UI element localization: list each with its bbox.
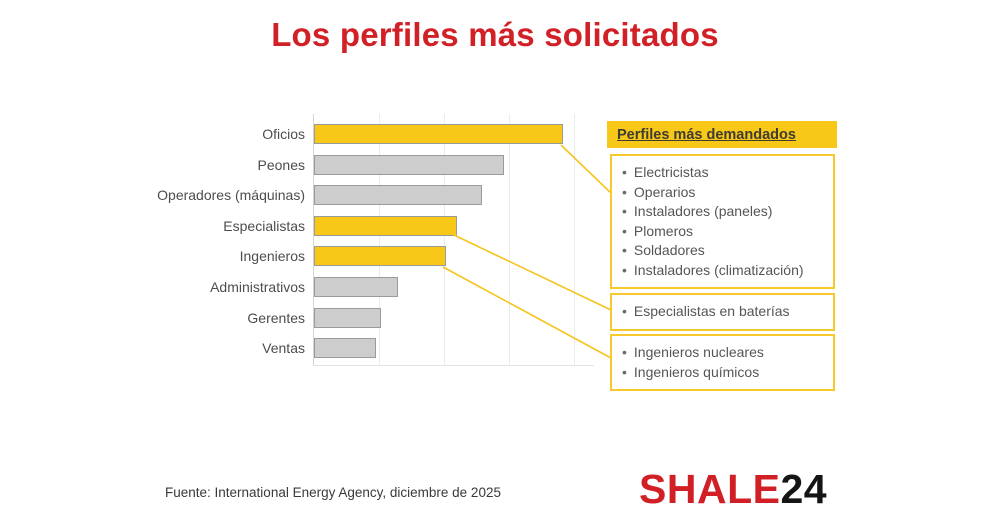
- callout-item-label: Plomeros: [633, 222, 694, 239]
- callout-box: • Electricistas • Operarios • Instaladores (p…: [610, 154, 835, 289]
- callout-item-label: Especialistas en baterías: [633, 303, 790, 319]
- callout-item-label: Electricistas: [633, 164, 709, 180]
- callout-box: • Especialistas en baterías: [610, 293, 835, 331]
- bar-highlighted: [314, 246, 446, 267]
- bar-regular: [314, 307, 382, 328]
- callout-item-label: Operarios: [633, 183, 696, 200]
- bar-label: Administrativos: [210, 279, 305, 295]
- bar-label: Especialistas: [223, 217, 305, 234]
- callout-item: • Instaladores (climatización): [622, 261, 823, 281]
- bar-label: Oficios: [262, 126, 305, 142]
- logo-text-primary: SHALE: [639, 466, 781, 512]
- bar-regular: [314, 154, 505, 175]
- bar-regular: [314, 277, 398, 297]
- callout-item: • Especialistas en baterías: [622, 302, 823, 322]
- bullet-icon: •: [622, 164, 627, 180]
- bullet-icon: •: [622, 183, 627, 200]
- gridline: [574, 114, 575, 365]
- chart-plot-area: [313, 114, 594, 366]
- gridline: [444, 114, 445, 365]
- bullet-icon: •: [622, 261, 627, 278]
- callout-item-label: Ingenieros nucleares: [633, 344, 764, 360]
- bar-regular: [314, 185, 482, 206]
- bar-label: Operadores (máquinas): [157, 187, 305, 204]
- callout-item: • Ingenieros nucleares: [622, 343, 823, 363]
- bullet-icon: •: [622, 344, 627, 360]
- brand-logo: SHALE24: [639, 468, 827, 510]
- bar-highlighted: [314, 215, 457, 236]
- logo-text-secondary: 24: [780, 466, 828, 512]
- bar-label: Gerentes: [247, 309, 305, 326]
- callout-item-label: Ingenieros químicos: [633, 363, 760, 380]
- bullet-icon: •: [622, 303, 627, 319]
- bar-label: Ventas: [262, 340, 305, 357]
- callout-item: • Soldadores: [622, 241, 823, 261]
- gridline: [509, 114, 510, 365]
- callout-item-label: Instaladores (climatización): [633, 261, 804, 278]
- callout-item: • Plomeros: [622, 222, 823, 242]
- callout-header-label: Perfiles más demandados: [617, 126, 796, 143]
- bullet-icon: •: [622, 222, 627, 239]
- source-note: Fuente: International Energy Agency, dic…: [165, 485, 501, 500]
- callout-header: Perfiles más demandados: [607, 121, 837, 148]
- bullet-icon: •: [622, 203, 627, 219]
- bar-label: Peones: [257, 156, 305, 173]
- bar-label: Ingenieros: [239, 248, 305, 265]
- bar-regular: [314, 338, 376, 359]
- callout-item-label: Soldadores: [633, 242, 705, 258]
- bullet-icon: •: [622, 363, 627, 380]
- callout-item: • Electricistas: [622, 163, 823, 183]
- callout-item: • Ingenieros químicos: [622, 363, 823, 383]
- gridline: [379, 114, 380, 365]
- bar-highlighted: [314, 124, 564, 144]
- callout-box: • Ingenieros nucleares • Ingenieros químico…: [610, 334, 835, 391]
- page-title: Los perfiles más solicitados: [271, 16, 719, 53]
- callout-item-label: Instaladores (paneles): [633, 203, 773, 219]
- bullet-icon: •: [622, 242, 627, 258]
- callout-item: • Operarios: [622, 183, 823, 203]
- callout-item: • Instaladores (paneles): [622, 202, 823, 222]
